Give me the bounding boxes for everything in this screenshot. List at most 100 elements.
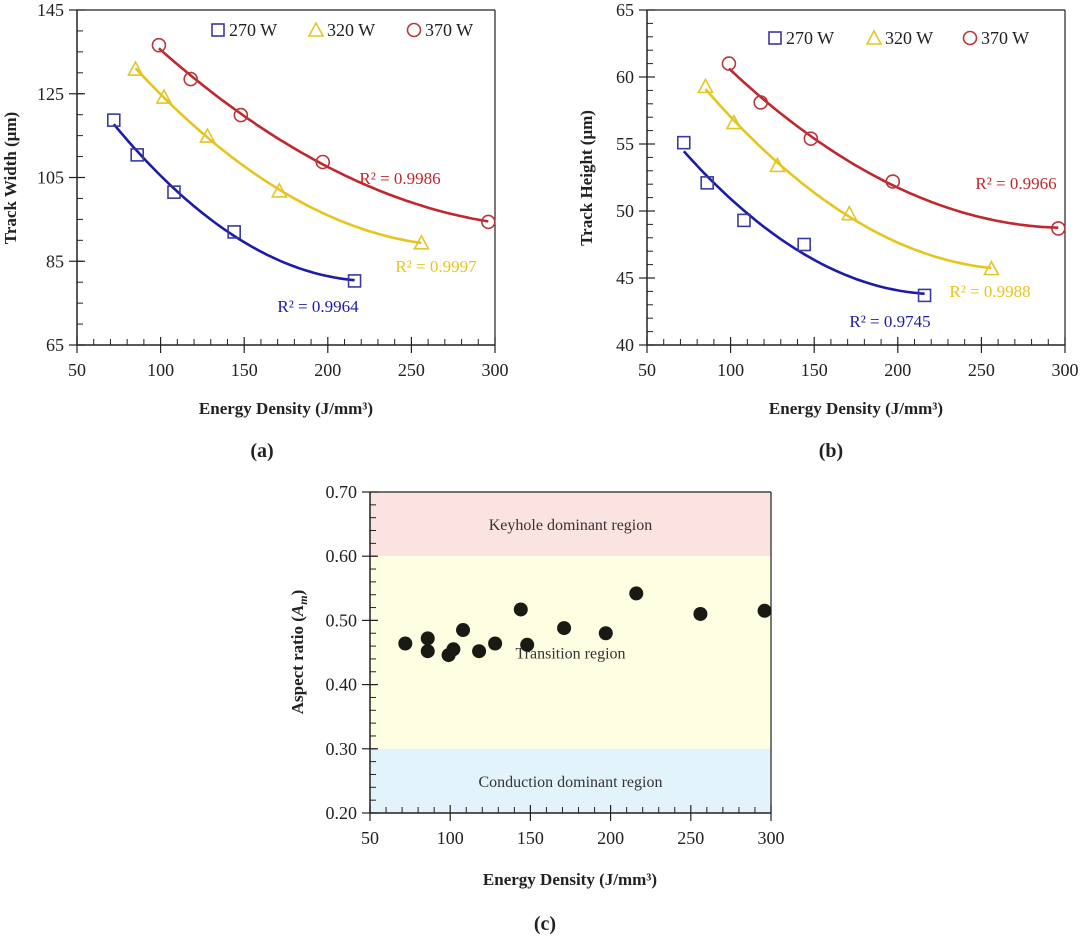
data-point xyxy=(446,642,461,657)
y-tick-label: 55 xyxy=(616,134,634,154)
y-tick-label: 65 xyxy=(46,335,64,355)
data-point xyxy=(797,237,811,252)
data-point xyxy=(885,174,901,189)
y-axis-title-sub: m xyxy=(296,595,310,604)
data-point xyxy=(227,225,241,239)
data-point xyxy=(513,602,528,617)
x-tick-label: 300 xyxy=(482,360,509,380)
data-point xyxy=(769,156,786,173)
y-axis-title-end: ) xyxy=(288,590,307,596)
y-tick-label: 65 xyxy=(616,0,634,20)
x-tick-label: 100 xyxy=(147,360,174,380)
data-point xyxy=(737,213,751,228)
data-point xyxy=(629,586,644,601)
region-label: Conduction dominant region xyxy=(479,774,663,791)
legend-marker-circle xyxy=(406,22,422,38)
region-label: Keyhole dominant region xyxy=(489,517,653,534)
panel-label-c: (c) xyxy=(534,913,556,935)
panel-b-track-height-chart: 50 100 150 200 250 300 40 45 50 55 60 65 270 W 320 W… xyxy=(577,0,1079,462)
legend-label: 270 W xyxy=(229,20,277,40)
y-axis-title-italic: A xyxy=(288,605,307,617)
fit-curve-320w xyxy=(704,88,992,270)
x-tick-label: 150 xyxy=(231,360,258,380)
legend-marker-triangle xyxy=(865,29,883,45)
x-tick-label: 250 xyxy=(968,360,995,380)
data-point xyxy=(456,623,471,638)
legend-marker-square xyxy=(768,31,782,45)
y-tick-label: 45 xyxy=(616,268,634,288)
data-point xyxy=(917,288,932,303)
legend-marker-square xyxy=(211,23,225,37)
y-axis-title: Track Width (μm) xyxy=(1,112,20,244)
x-tick-label: 250 xyxy=(677,828,704,848)
region-label: Transition region xyxy=(515,646,625,663)
y-tick-label: 105 xyxy=(37,168,64,188)
x-axis-title: Energy Density (J/mm³) xyxy=(199,399,373,418)
data-point xyxy=(983,259,1000,276)
legend-label: 270 W xyxy=(786,28,834,48)
data-point xyxy=(233,107,249,123)
fit-curve-270w xyxy=(112,123,355,282)
r-squared-label: R² = 0.9997 xyxy=(395,257,477,276)
data-point xyxy=(199,127,216,143)
data-point xyxy=(155,88,173,104)
data-point xyxy=(840,204,858,221)
data-point xyxy=(413,234,430,250)
region-band xyxy=(370,492,771,557)
data-point xyxy=(725,113,743,130)
fit-curve-370w xyxy=(158,47,489,223)
data-point xyxy=(488,636,503,651)
y-tick-label: 0.30 xyxy=(326,739,358,759)
data-point xyxy=(481,214,496,230)
data-point xyxy=(1051,221,1066,236)
data-point xyxy=(693,606,708,621)
y-axis-title: Aspect ratio (Am) xyxy=(288,590,310,715)
data-point xyxy=(151,37,167,53)
x-axis-title: Energy Density (J/mm³) xyxy=(769,399,943,418)
x-tick-label: 50 xyxy=(361,828,379,848)
panel-label-a: (a) xyxy=(250,440,273,462)
x-tick-label: 300 xyxy=(1052,360,1079,380)
panel-label-b: (b) xyxy=(819,440,843,462)
data-point xyxy=(167,185,181,199)
panel-a-track-width-chart: 50 100 150 200 250 300 65 85 105 125 145 270 W 320 … xyxy=(1,0,509,462)
y-tick-label: 50 xyxy=(616,201,634,221)
r-squared-label: R² = 0.9745 xyxy=(849,312,930,331)
legend-label: 370 W xyxy=(425,20,473,40)
region-band xyxy=(370,556,771,749)
y-tick-label: 0.20 xyxy=(326,803,358,823)
data-point xyxy=(803,131,819,146)
x-tick-label: 100 xyxy=(717,360,744,380)
data-point xyxy=(127,60,144,76)
y-tick-label: 60 xyxy=(616,67,634,87)
data-point xyxy=(130,148,144,162)
x-tick-label: 250 xyxy=(398,360,425,380)
data-point xyxy=(520,637,535,652)
data-point xyxy=(721,56,737,71)
data-point xyxy=(315,154,331,170)
data-point xyxy=(697,77,714,94)
data-point xyxy=(347,274,362,288)
r-squared-label: R² = 0.9964 xyxy=(277,297,359,316)
x-tick-label: 200 xyxy=(884,360,911,380)
data-point xyxy=(757,603,772,618)
y-tick-label: 0.70 xyxy=(326,482,358,502)
x-tick-label: 50 xyxy=(638,360,656,380)
y-axis-title: Track Height (μm) xyxy=(577,110,596,246)
y-tick-label: 85 xyxy=(46,251,64,271)
data-point xyxy=(420,644,435,659)
y-tick-label: 0.40 xyxy=(326,675,358,695)
legend-marker-circle xyxy=(962,30,978,46)
r-squared-label: R² = 0.9966 xyxy=(975,174,1056,193)
x-tick-label: 100 xyxy=(437,828,464,848)
r-squared-label: R² = 0.9986 xyxy=(359,169,440,188)
legend-marker-triangle xyxy=(307,21,325,37)
data-point xyxy=(183,71,198,87)
data-point xyxy=(753,95,768,110)
data-point xyxy=(598,626,613,641)
x-tick-label: 200 xyxy=(597,828,624,848)
fit-curve-270w xyxy=(682,150,925,295)
data-point xyxy=(472,644,487,659)
y-tick-label: 125 xyxy=(37,84,64,104)
